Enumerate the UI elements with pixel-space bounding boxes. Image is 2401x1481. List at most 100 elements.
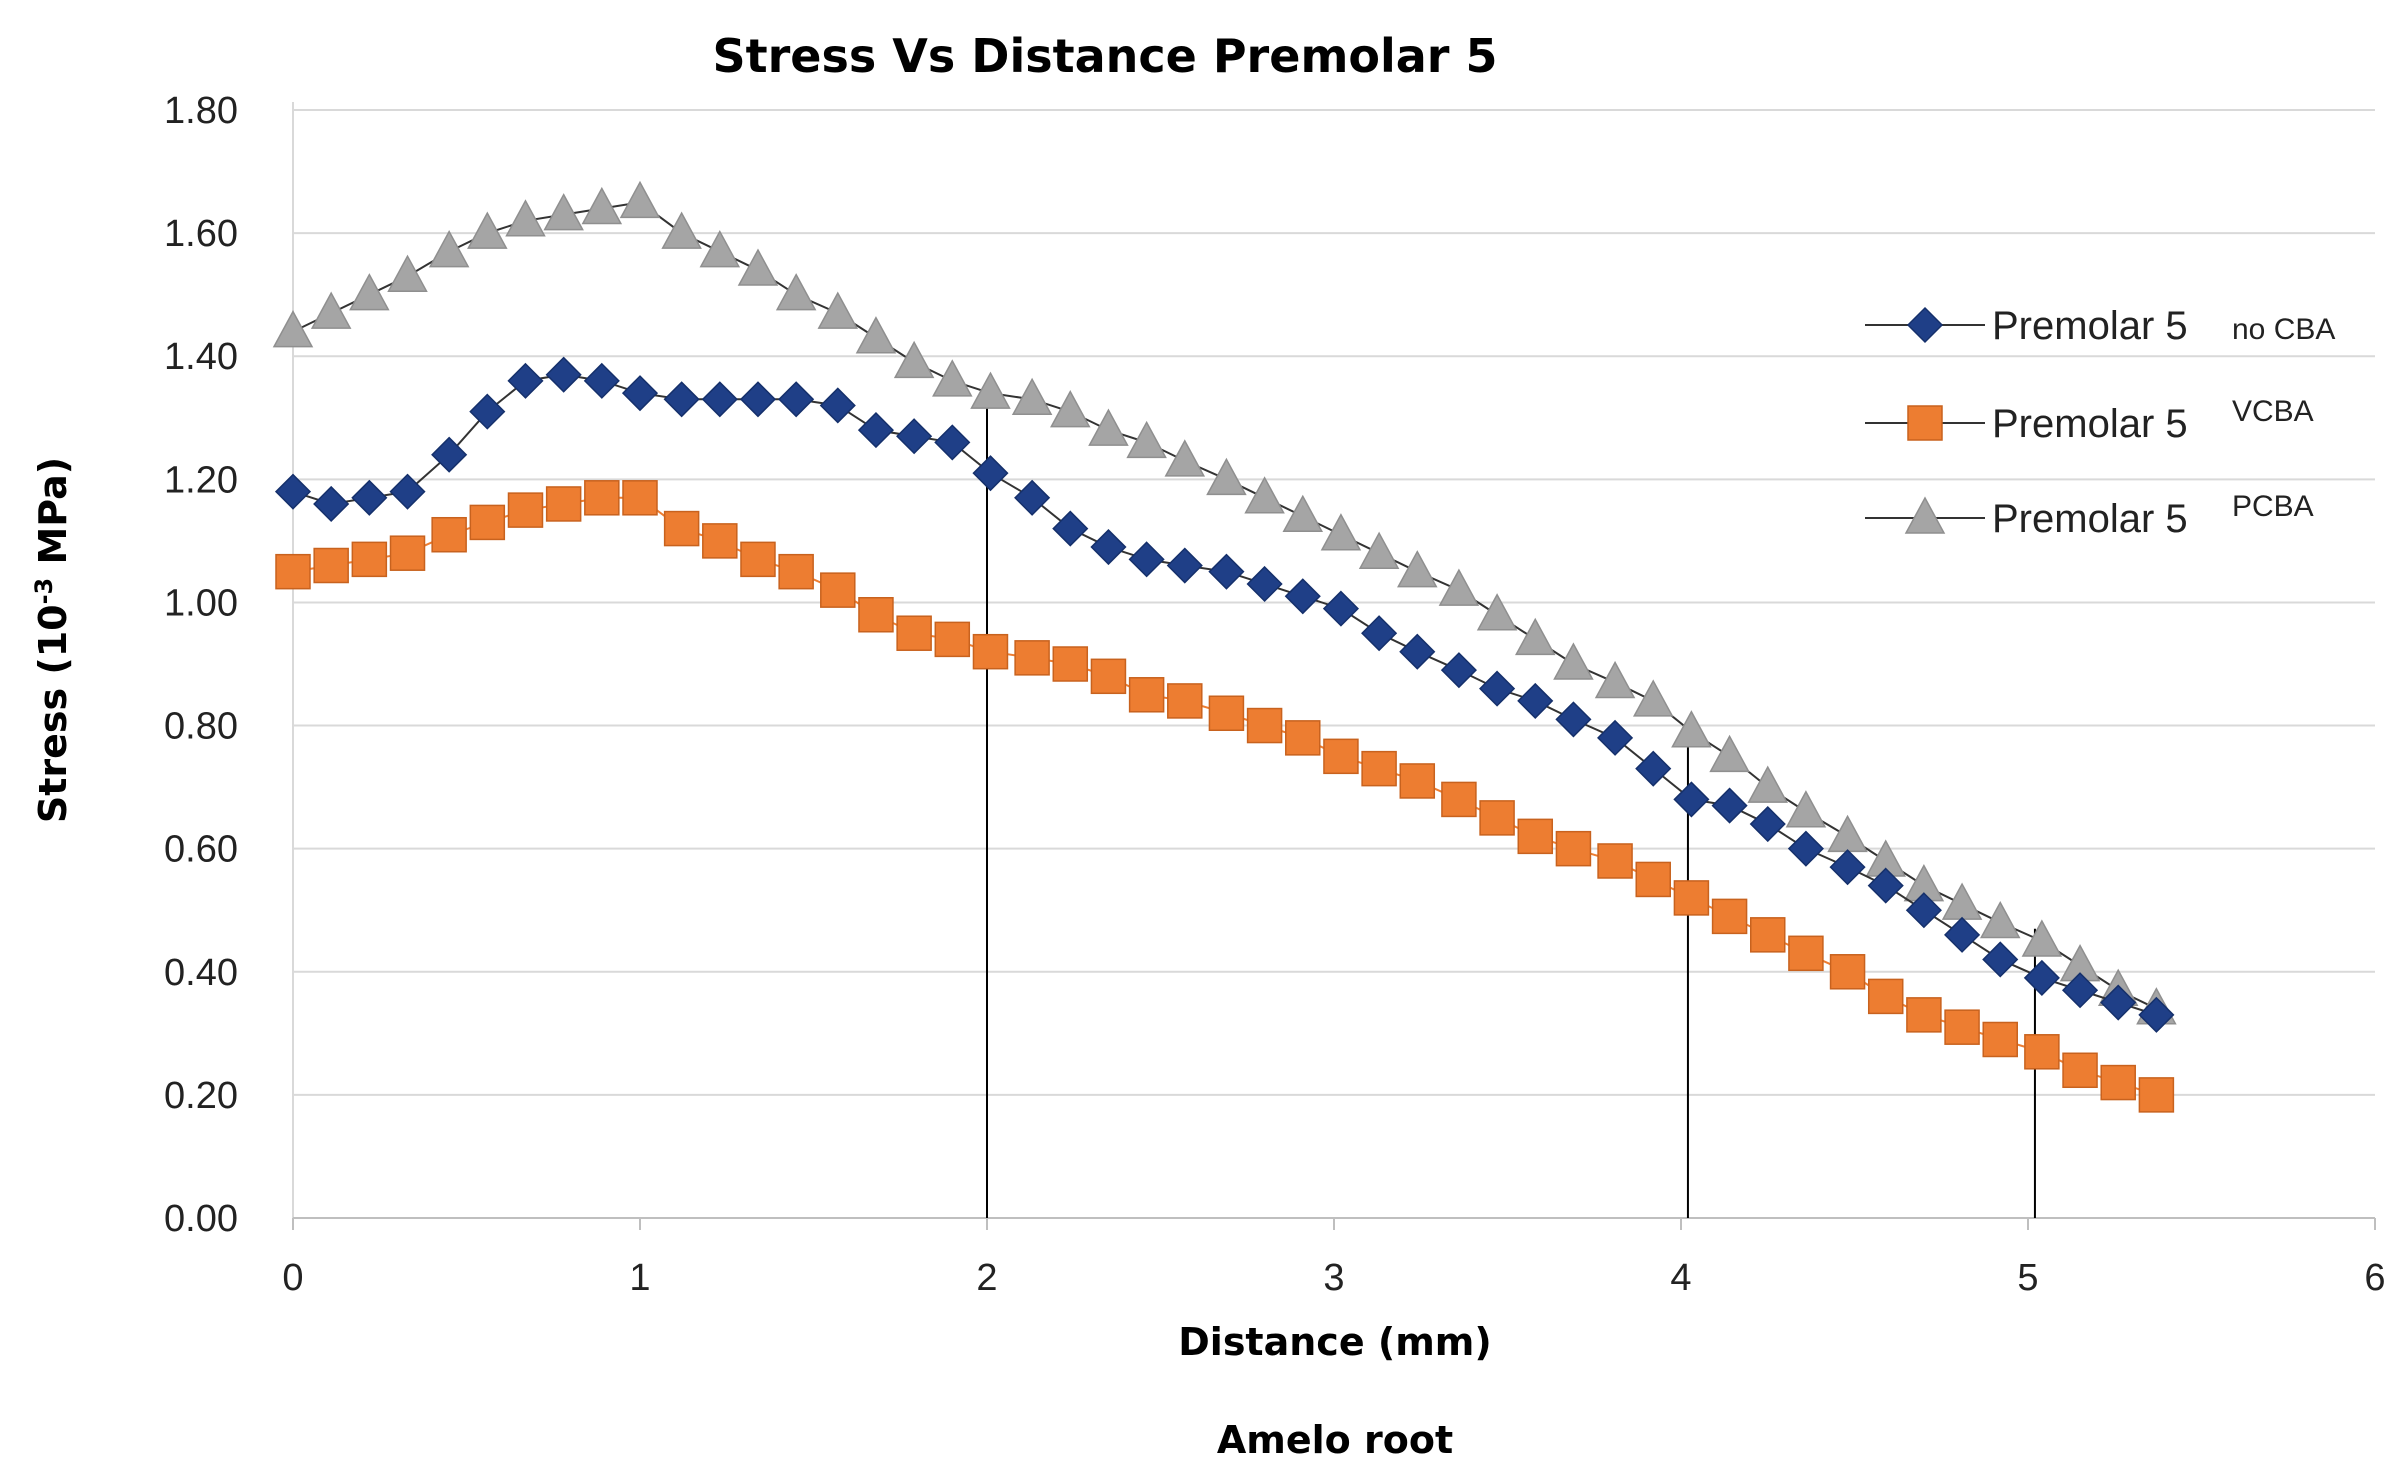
point-diamond — [1982, 941, 2019, 978]
point-triangle — [1011, 377, 1053, 416]
point-square — [820, 572, 856, 608]
point-triangle — [1397, 550, 1438, 588]
x-tick-label: 1 — [629, 1257, 650, 1299]
point-diamond — [1361, 615, 1398, 652]
point-diamond — [1399, 633, 1436, 670]
point-triangle — [1553, 642, 1594, 680]
point-square — [1361, 750, 1397, 787]
point-square — [663, 510, 700, 547]
point-diamond — [313, 485, 350, 523]
y-axis-label: Stress (10-3 MPa) — [30, 457, 75, 823]
y-tick-label: 1.40 — [164, 336, 238, 378]
legend-label: Premolar 5 — [1992, 304, 2188, 348]
point-triangle — [1282, 494, 1324, 533]
point-diamond — [2138, 996, 2175, 1033]
point-triangle — [699, 230, 741, 268]
point-square — [1479, 800, 1515, 836]
legend-item: Premolar 5 PCBA — [1865, 490, 2314, 541]
point-triangle — [1747, 765, 1789, 803]
point-diamond — [778, 381, 815, 418]
point-diamond — [2061, 972, 2099, 1009]
point-diamond — [1322, 590, 1360, 627]
point-square — [972, 633, 1009, 670]
point-diamond — [1673, 781, 1710, 818]
point-square — [622, 480, 658, 516]
point-square — [1750, 917, 1786, 953]
point-diamond — [1440, 652, 1477, 689]
point-diamond — [1246, 565, 1283, 603]
point-square — [351, 541, 388, 578]
point-square — [1907, 405, 1943, 441]
point-triangle — [1438, 568, 1480, 606]
point-triangle — [855, 316, 897, 354]
legend-sublabel: VCBA — [2232, 395, 2314, 428]
point-triangle — [737, 248, 779, 286]
point-diamond — [2023, 959, 2060, 996]
point-square — [1867, 978, 1904, 1015]
point-triangle — [1514, 617, 1556, 656]
point-triangle — [1088, 408, 1129, 446]
point-diamond — [431, 436, 468, 473]
footer-caption: Amelo root — [1217, 1418, 1453, 1462]
point-triangle — [428, 230, 470, 268]
point-triangle — [581, 186, 623, 225]
point-diamond — [972, 455, 1009, 492]
point-diamond — [1944, 916, 1981, 953]
point-diamond — [1517, 682, 1554, 719]
point-diamond — [469, 393, 506, 430]
x-tick-label: 0 — [282, 1257, 303, 1299]
point-triangle — [1206, 457, 1247, 496]
y-axis-label-exponent: -3 — [30, 578, 58, 605]
point-diamond — [1711, 787, 1748, 824]
point-diamond — [819, 387, 856, 424]
point-triangle — [1358, 531, 1400, 569]
y-tick-label: 1.00 — [164, 582, 238, 624]
point-triangle — [1126, 420, 1167, 459]
point-square — [1711, 898, 1748, 935]
point-diamond — [1284, 578, 1321, 615]
point-square — [2062, 1052, 2098, 1089]
point-square — [1555, 830, 1592, 867]
point-diamond — [583, 362, 620, 399]
point-square — [1944, 1009, 1980, 1045]
y-tick-label: 0.00 — [164, 1198, 238, 1240]
point-triangle — [1671, 710, 1712, 748]
x-tick-label: 4 — [1670, 1257, 1691, 1299]
legend-item: Premolar 5 VCBA — [1865, 395, 2314, 446]
point-diamond — [1905, 892, 1942, 929]
y-tick-label: 0.40 — [164, 952, 238, 994]
point-square — [1982, 1021, 2018, 1058]
point-square — [389, 535, 426, 571]
point-diamond — [621, 375, 659, 412]
point-diamond — [1014, 479, 1051, 516]
point-diamond — [1555, 701, 1592, 738]
point-triangle — [1050, 390, 1091, 428]
point-diamond — [857, 412, 895, 449]
point-diamond — [1787, 830, 1824, 867]
point-square — [934, 621, 971, 658]
series-no-cba — [274, 356, 2175, 1033]
point-square — [702, 523, 738, 559]
series-layer — [272, 180, 2177, 1113]
point-square — [2024, 1034, 2060, 1070]
y-axis-label-main: Stress (10 — [31, 604, 75, 823]
point-diamond — [1090, 528, 1127, 566]
series-pcba — [272, 180, 2177, 1025]
point-square — [313, 547, 349, 584]
point-triangle — [1476, 593, 1518, 631]
y-tick-labels: 0.00 0.20 0.40 0.60 0.80 1.00 1.20 1.40 1.60 1.80 — [164, 90, 238, 1240]
point-diamond — [1906, 306, 1944, 344]
point-square — [1673, 880, 1710, 916]
point-triangle — [775, 273, 817, 311]
point-triangle — [1904, 496, 1946, 534]
point-diamond — [274, 473, 312, 510]
point-square — [1246, 707, 1283, 744]
point-diamond — [1128, 541, 1165, 578]
point-square — [1597, 843, 1633, 879]
point-square — [896, 615, 932, 651]
y-axis-label-unit: MPa) — [31, 457, 75, 578]
point-triangle — [387, 254, 428, 292]
point-triangle — [310, 291, 352, 329]
